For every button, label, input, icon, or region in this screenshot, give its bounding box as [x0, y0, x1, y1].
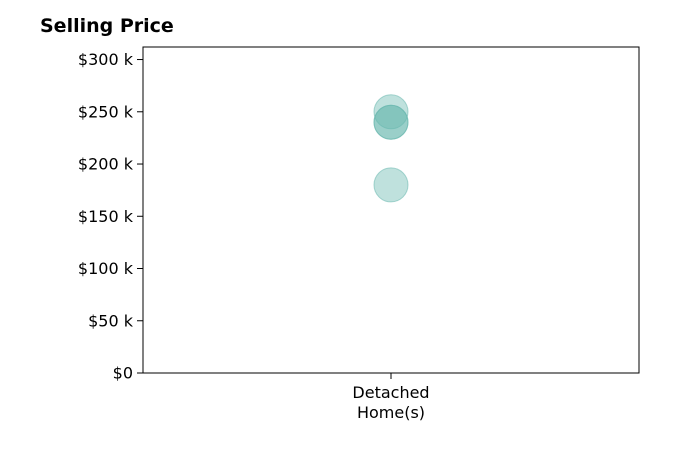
y-tick-label: $300 k	[78, 50, 134, 69]
x-axis: Detached Home(s)	[352, 373, 430, 422]
y-tick-label: $0	[113, 364, 133, 383]
plot-area-frame	[142, 46, 640, 374]
x-tick-label: Detached Home(s)	[352, 383, 429, 422]
y-tick-label: $200 k	[78, 155, 134, 174]
y-axis: $0 $50 k $100 k $150 k $200 k $250 k $300 k	[78, 50, 143, 383]
y-tick-label: $250 k	[78, 102, 134, 121]
chart-title: Selling Price	[40, 15, 174, 37]
points-layer	[373, 94, 409, 203]
y-tick-label: $50 k	[88, 311, 134, 330]
data-point	[373, 104, 409, 140]
data-point	[373, 167, 409, 203]
y-tick-label: $100 k	[78, 259, 134, 278]
data-point	[373, 94, 409, 130]
y-tick-label: $150 k	[78, 207, 134, 226]
